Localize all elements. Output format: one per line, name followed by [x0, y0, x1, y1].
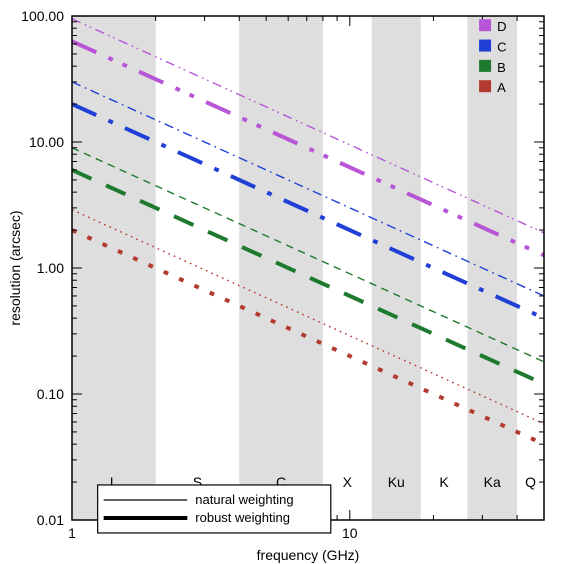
y-tick-label: 0.10 — [37, 386, 64, 402]
y-tick-label: 10.00 — [29, 134, 64, 150]
y-tick-label: 0.01 — [37, 512, 64, 528]
legend-label-C: C — [497, 40, 506, 55]
band-label-Ku: Ku — [388, 474, 405, 490]
band-shade-Ka — [467, 16, 517, 520]
legend-swatch-D — [479, 19, 491, 31]
y-axis-label: resolution (arcsec) — [7, 210, 23, 325]
resolution-vs-frequency-chart: 1 10 0.01 0.10 1.00 10.00 100.00 frequency (GHz… — [0, 0, 561, 564]
x-tick-label: 1 — [68, 525, 76, 541]
x-tick-label: 10 — [342, 525, 358, 541]
y-tick-label: 1.00 — [37, 260, 64, 276]
legend-label-A: A — [497, 80, 506, 95]
chart-container: 1 10 0.01 0.10 1.00 10.00 100.00 frequency (GHz… — [0, 0, 561, 564]
band-label-X: X — [343, 474, 353, 490]
legend-swatch-B — [479, 60, 491, 72]
legend-label-D: D — [497, 19, 506, 34]
legend-label-natural: natural weighting — [195, 492, 293, 507]
band-label-Ka: Ka — [484, 474, 501, 490]
legend-label-B: B — [497, 60, 506, 75]
legend-label-robust: robust weighting — [195, 510, 290, 525]
legend-swatch-C — [479, 40, 491, 52]
band-label-Q: Q — [525, 474, 536, 490]
legend-swatch-A — [479, 80, 491, 92]
band-shade-Ku — [372, 16, 421, 520]
y-tick-label: 100.00 — [21, 8, 64, 24]
x-axis-label: frequency (GHz) — [257, 547, 360, 563]
band-shade-C — [239, 16, 323, 520]
band-shade-L — [72, 16, 156, 520]
band-label-K: K — [439, 474, 449, 490]
